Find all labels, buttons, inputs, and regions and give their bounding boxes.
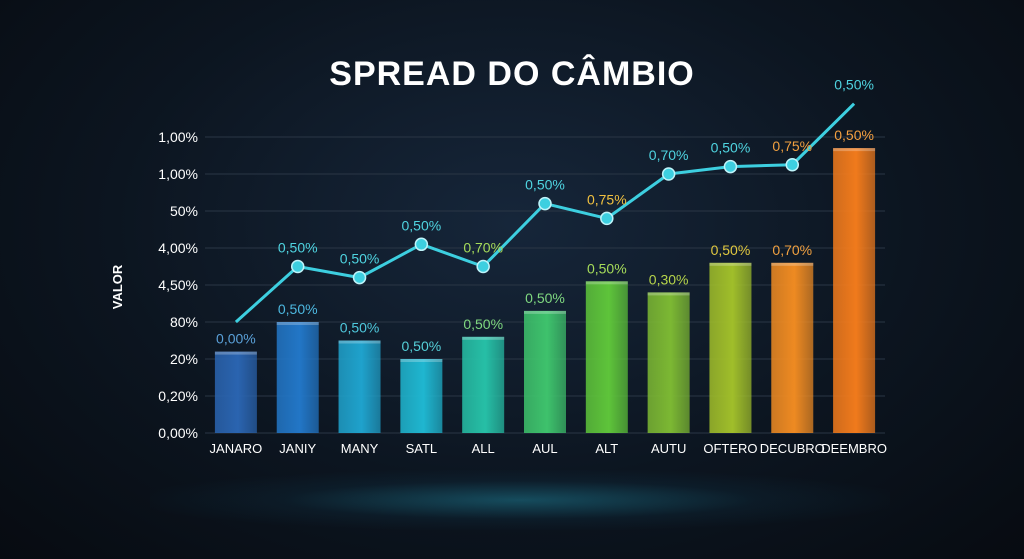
line-series: 0,50% 0,50% 0,50% 0,70% 0,50% 0,75% 0,70% 0,50%…	[234, 77, 874, 324]
bar-top-highlight	[833, 148, 876, 152]
bar	[524, 310, 566, 433]
y-tick-label: 20%	[170, 351, 198, 367]
bar	[647, 292, 690, 433]
line-value-label: 0,50%	[834, 77, 874, 93]
bar-top-highlight	[771, 262, 814, 266]
line-value-label: 0,70%	[463, 240, 503, 256]
x-tick-label: ALT	[595, 441, 618, 456]
bars: 0,00% 0,50% 0,50% 0,50% 0,50% 0,50% 0,50% 0,30%…	[214, 127, 876, 433]
bar-value-label: 0,00%	[216, 331, 256, 347]
bar	[709, 262, 752, 433]
x-tick-label: ALL	[472, 441, 495, 456]
bar-value-label: 0,50%	[340, 320, 380, 336]
bar-top-highlight	[709, 262, 752, 266]
y-axis-label: VALOR	[110, 264, 125, 309]
bar	[214, 351, 257, 433]
bar-value-label: 0,50%	[711, 242, 751, 258]
bar-value-label: 0,50%	[834, 127, 874, 143]
line-value-label: 0,50%	[278, 240, 318, 256]
line-value-label: 0,50%	[525, 177, 565, 193]
y-tick-label: 4,00%	[158, 240, 198, 256]
line-value-label: 0,50%	[402, 217, 442, 233]
x-axis-ticks: JANARO JANIY MANY SATL ALL AUL ALT AUTU OFTERO DE…	[210, 441, 887, 456]
bar-value-label: 0,50%	[278, 301, 318, 317]
x-tick-label: JANARO	[210, 441, 263, 456]
line-point	[352, 270, 367, 285]
x-tick-label: SATL	[406, 441, 438, 456]
x-tick-label: AUTU	[651, 441, 686, 456]
line-point	[723, 159, 738, 174]
line-point	[290, 259, 305, 274]
x-tick-label: DECUBRO	[760, 441, 825, 456]
bar	[338, 340, 381, 433]
bar	[585, 281, 628, 433]
line-point	[414, 237, 429, 252]
x-tick-label: DEEMBRO	[821, 441, 887, 456]
bar	[276, 322, 319, 433]
x-tick-label: JANIY	[279, 441, 316, 456]
y-tick-label: 0,00%	[158, 425, 198, 441]
y-tick-label: 4,50%	[158, 277, 198, 293]
bar-top-highlight	[276, 322, 319, 325]
y-tick-label: 80%	[170, 314, 198, 330]
line-point	[600, 211, 614, 226]
bar-top-highlight	[647, 292, 690, 296]
bar-value-label: 0,50%	[402, 338, 442, 354]
bar	[462, 336, 505, 433]
y-tick-label: 1,00%	[158, 166, 198, 182]
bar-value-label: 0,30%	[649, 271, 689, 287]
bar	[400, 359, 443, 433]
bar-top-highlight	[400, 359, 443, 362]
y-tick-label: 1,00%	[158, 129, 198, 145]
line-point	[538, 196, 552, 211]
y-tick-label: 0,20%	[158, 388, 198, 404]
bar-value-label: 0,70%	[772, 242, 812, 258]
y-axis-ticks: 0,00% 0,20% 20% 80% 4,50% 4,00% 50% 1,00% 1,00%	[158, 129, 198, 441]
line-point	[661, 167, 676, 181]
x-tick-label: OFTERO	[703, 441, 757, 456]
line-value-label: 0,50%	[340, 251, 380, 267]
bar-top-highlight	[524, 310, 566, 314]
bar-top-highlight	[338, 340, 381, 344]
line-value-label: 0,75%	[772, 138, 812, 154]
line-value-label: 0,70%	[649, 147, 689, 163]
bar-top-highlight	[214, 351, 257, 355]
bar-value-label: 0,50%	[587, 260, 627, 276]
line-value-label: 0,50%	[711, 140, 751, 156]
bar	[833, 148, 876, 433]
line-point	[785, 158, 800, 172]
bar-value-label: 0,50%	[463, 316, 503, 332]
bar-top-highlight	[585, 281, 628, 285]
line-value-label: 0,75%	[587, 191, 627, 207]
chart-title: SPREAD DO CÂMBIO	[329, 55, 695, 93]
bar-value-label: 0,50%	[525, 290, 565, 306]
bar	[771, 262, 814, 433]
x-tick-label: MANY	[341, 441, 379, 456]
x-tick-label: AUL	[532, 441, 557, 456]
bar-top-highlight	[462, 336, 505, 340]
line-point	[476, 259, 490, 274]
y-tick-label: 50%	[170, 203, 198, 219]
